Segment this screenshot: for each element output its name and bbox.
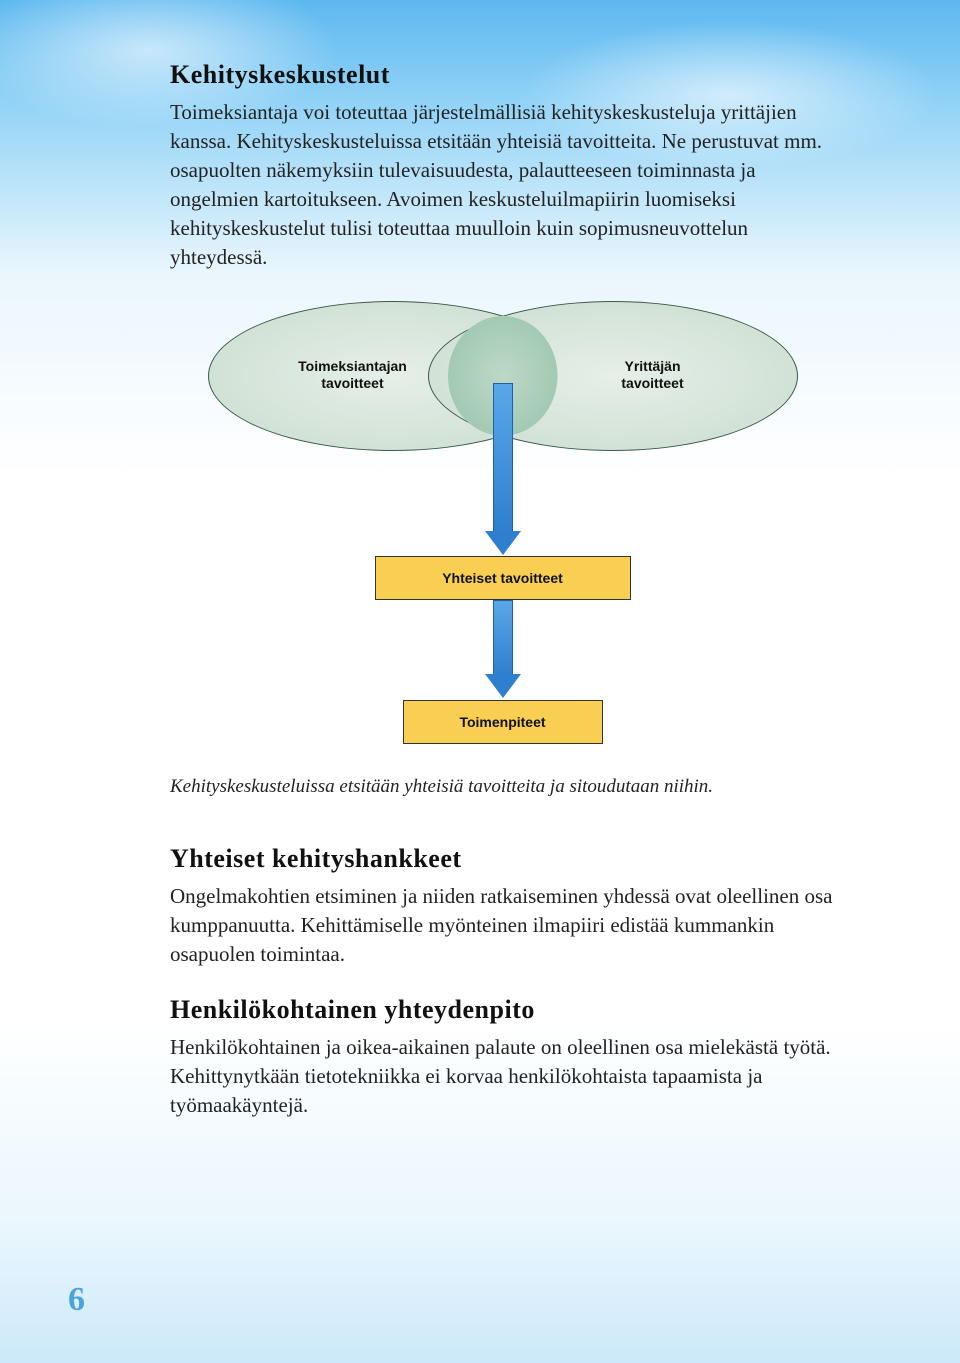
arrow2-stem [493,600,513,676]
section1-body: Toimeksiantaja voi toteuttaa järjestelmä… [170,98,835,272]
section2-title: Yhteiset kehityshankkeet [170,844,835,874]
page-content: Kehityskeskustelut Toimeksiantaja voi to… [170,60,835,1120]
box-toimenpiteet: Toimenpiteet [403,700,603,744]
arrow1-stem [493,383,513,533]
page-number: 6 [68,1281,85,1319]
diagram-caption: Kehityskeskusteluissa etsitään yhteisiä … [170,776,835,798]
section2-body: Ongelmakohtien etsiminen ja niiden ratka… [170,882,835,969]
ellipse-right-label: Yrittäjäntavoitteet [593,358,713,393]
arrow1-head [485,531,521,555]
venn-flow-diagram: Toimeksiantajantavoitteet Yrittäjäntavoi… [193,298,813,758]
box-yhteiset-tavoitteet: Yhteiset tavoitteet [375,556,631,600]
section3-title: Henkilökohtainen yhteydenpito [170,995,835,1025]
section3-body: Henkilökohtainen ja oikea-aikainen palau… [170,1033,835,1120]
arrow2-head [485,674,521,698]
section1-title: Kehityskeskustelut [170,60,835,90]
ellipse-left-label: Toimeksiantajantavoitteet [278,358,428,393]
